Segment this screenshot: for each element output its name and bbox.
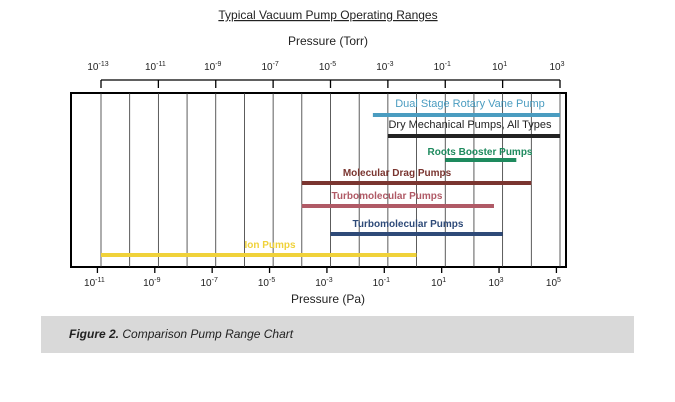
bottom-tick-label: 10-1 [373, 277, 390, 289]
bottom-tick-label: 10-5 [258, 277, 275, 289]
bottom-tick-label: 10-11 [84, 277, 105, 289]
top-tick-label: 10-7 [261, 61, 278, 73]
top-tick-label: 103 [549, 61, 564, 73]
bottom-axis-label: Pressure (Pa) [291, 292, 365, 306]
range-bar-label: Turbomolecular Pumps [332, 191, 443, 202]
range-bar-label: Dual Stage Rotary Vane Pump [395, 98, 545, 110]
figure-number: Figure 2. [69, 327, 120, 341]
plot-frame [70, 92, 567, 268]
top-tick-label: 10-9 [204, 61, 221, 73]
bottom-tick-label: 103 [489, 277, 504, 289]
top-tick-label: 10-3 [376, 61, 393, 73]
chart-title: Typical Vacuum Pump Operating Ranges [218, 8, 437, 22]
top-tick-label: 101 [492, 61, 507, 73]
bottom-tick-label: 101 [431, 277, 446, 289]
top-axis-label: Pressure (Torr) [288, 34, 368, 48]
bottom-tick-label: 105 [546, 277, 561, 289]
range-bar-label: Roots Booster Pumps [427, 147, 532, 158]
bottom-tick-label: 10-3 [315, 277, 332, 289]
top-tick-label: 10-1 [434, 61, 451, 73]
range-bar-label: Ion Pumps [244, 240, 296, 251]
range-bar-label: Molecular Drag Pumps [343, 168, 452, 179]
top-tick-label: 10-13 [87, 61, 108, 73]
figure-caption-text: Comparison Pump Range Chart [122, 327, 294, 341]
bottom-tick-label: 10-9 [143, 277, 160, 289]
range-bar-label: Dry Mechanical Pumps, All Types [388, 119, 552, 131]
figure-caption: Figure 2. Comparison Pump Range Chart [69, 327, 293, 341]
bottom-tick-label: 10-7 [200, 277, 217, 289]
top-tick-label: 10-11 [145, 61, 166, 73]
pump-range-chart: Typical Vacuum Pump Operating Ranges Pre… [70, 8, 567, 306]
figure-caption-box: Figure 2. Comparison Pump Range Chart [41, 316, 634, 353]
top-tick-label: 10-5 [319, 61, 336, 73]
range-bar-label: Turbomolecular Pumps [353, 219, 464, 230]
